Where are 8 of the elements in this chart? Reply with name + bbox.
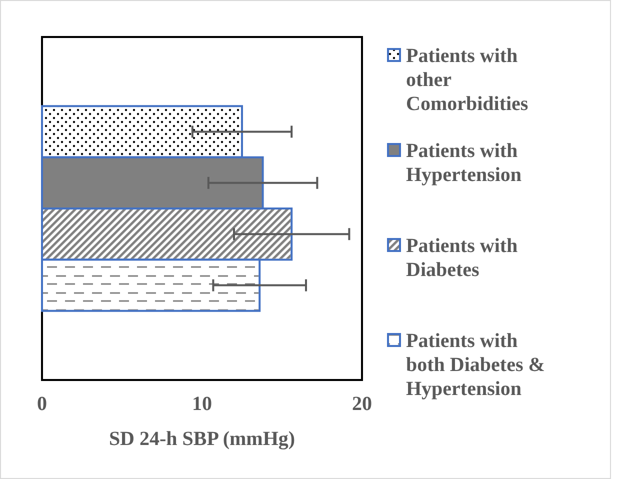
legend-label: Patients with other Comorbidities [406,45,528,115]
x-axis-title: SD 24-h SBP (mmHg) [108,428,296,450]
legend-label: Patients with Hypertension [406,140,522,186]
x-tick-label: 0 [37,393,47,415]
x-tick-label: 10 [192,393,212,415]
legend-label: Patients with Diabetes [406,235,518,281]
legend-label: Patients with both Diabetes & Hypertension [406,330,545,400]
x-tick-label: 20 [352,393,372,415]
